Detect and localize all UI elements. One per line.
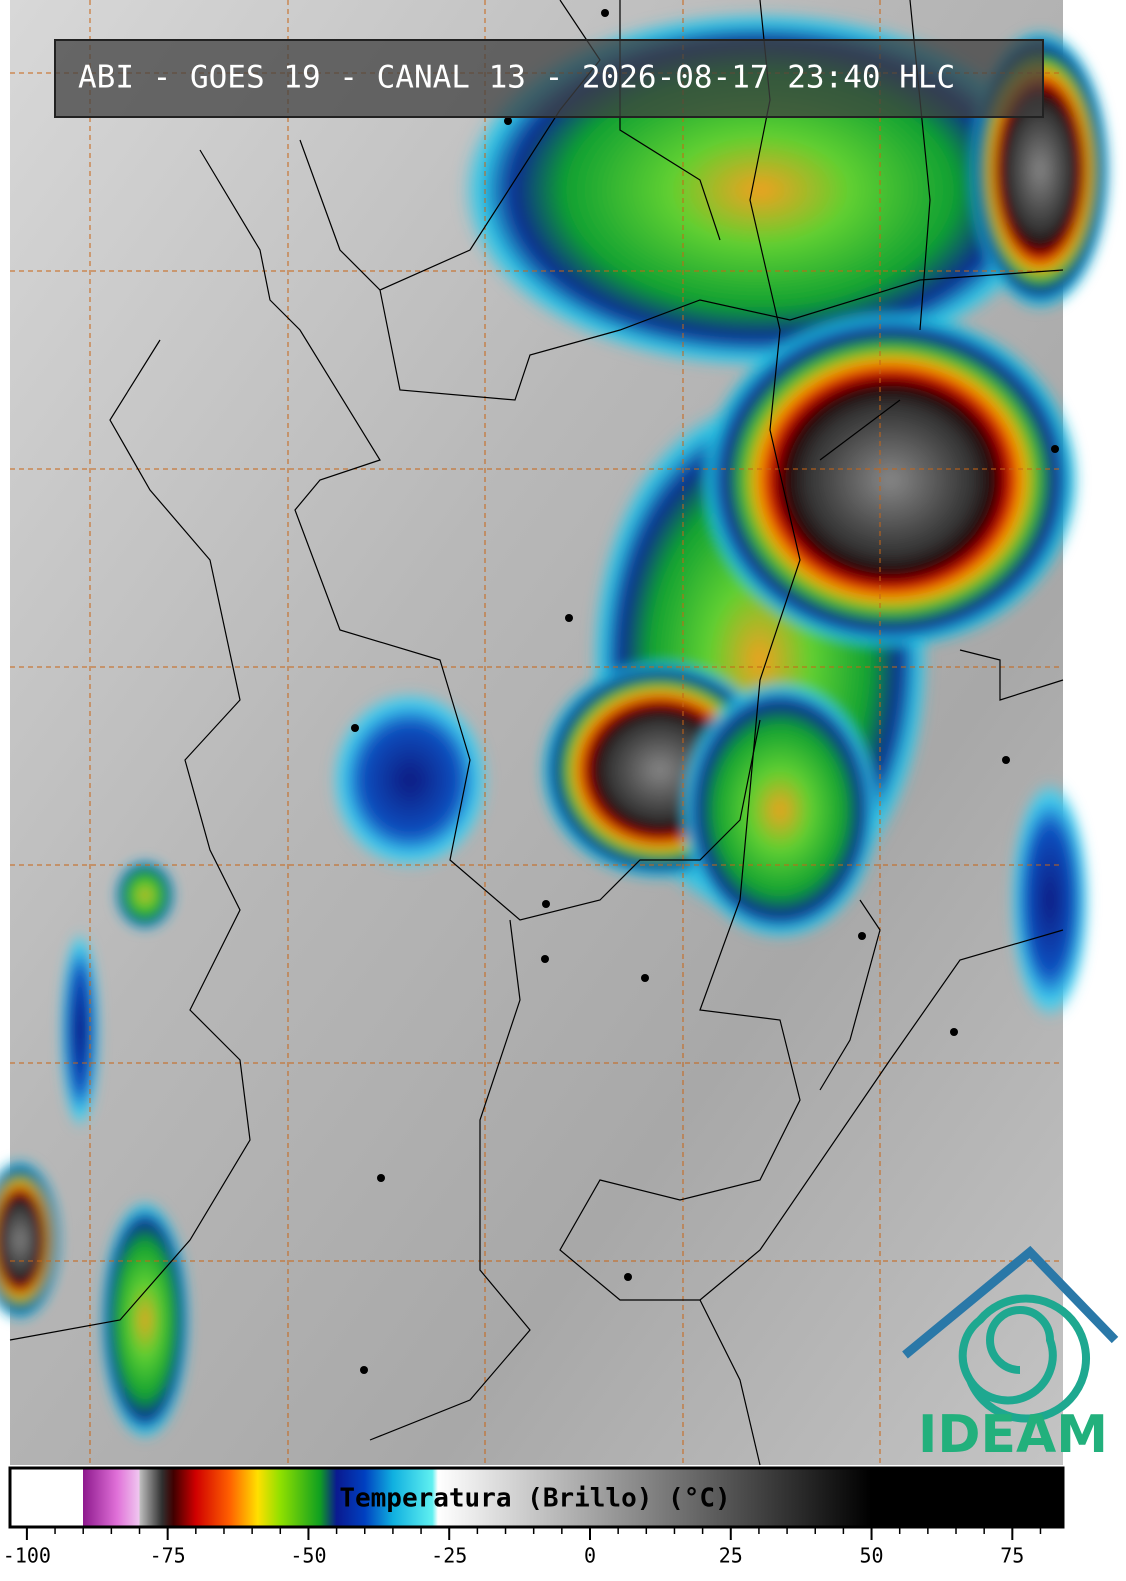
colorbar-tick-label: -100 (3, 1544, 51, 1568)
colorbar-tick-label: 75 (1000, 1544, 1024, 1568)
colorbar-tick-label: 25 (719, 1544, 743, 1568)
logo: IDEAM (902, 1245, 1119, 1465)
satellite-image (0, 0, 1110, 1466)
logo-text: IDEAM (918, 1405, 1108, 1465)
title-box (54, 39, 1044, 118)
title: ABI - GOES 19 - CANAL 13 - 2026-08-17 23… (78, 60, 955, 96)
colorbar-label: Temperatura (Brillo) (°C) (339, 1484, 730, 1514)
colorbar-tick-label: -75 (150, 1544, 186, 1568)
colorbar (8, 1466, 1065, 1529)
colorbar-tick-label: -25 (431, 1544, 467, 1568)
colorbar-tick-label: 50 (859, 1544, 883, 1568)
colorbar-tick-label: -50 (290, 1544, 326, 1568)
colorbar-tick-label: 0 (584, 1544, 596, 1568)
